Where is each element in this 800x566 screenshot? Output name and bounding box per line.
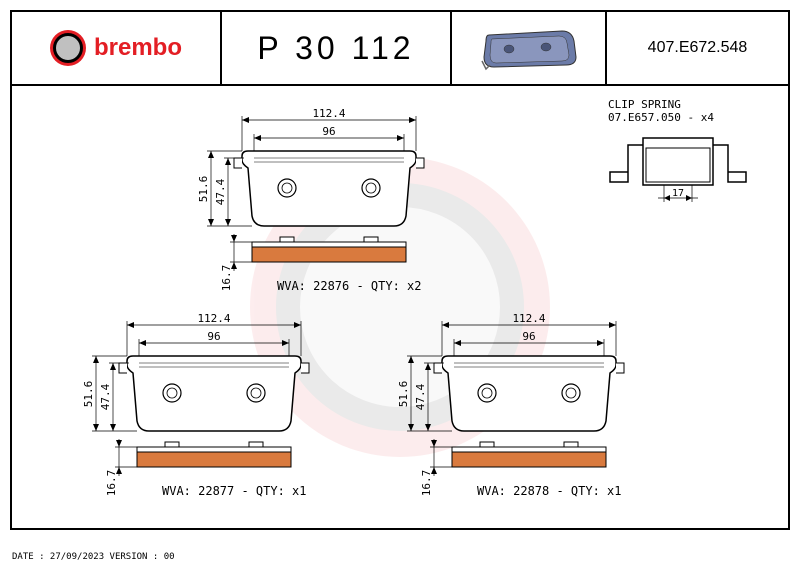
- svg-text:51.6: 51.6: [197, 176, 210, 203]
- product-image-section: [452, 12, 607, 84]
- clip-spring-drawing: 17: [608, 130, 758, 220]
- clip-dim-width: 17: [672, 188, 684, 199]
- svg-text:16.7: 16.7: [420, 470, 433, 497]
- svg-text:47.4: 47.4: [99, 383, 112, 410]
- svg-text:51.6: 51.6: [397, 381, 410, 408]
- svg-text:112.4: 112.4: [512, 312, 545, 325]
- logo-section: brembo: [12, 12, 222, 84]
- clip-spring-section: CLIP SPRING 07.E657.050 - x4 17: [608, 98, 778, 225]
- clip-spring-ref: 07.E657.050 - x4: [608, 111, 778, 124]
- svg-text:16.7: 16.7: [105, 470, 118, 497]
- svg-text:96: 96: [322, 125, 335, 138]
- svg-text:47.4: 47.4: [414, 383, 427, 410]
- svg-text:16.7: 16.7: [220, 265, 233, 292]
- ref-number-section: 407.E672.548: [607, 12, 788, 84]
- product-3d-icon: [474, 23, 584, 73]
- main-drawing-area: CLIP SPRING 07.E657.050 - x4 17: [12, 86, 788, 528]
- brake-pad-top: 112.4 96: [182, 106, 442, 311]
- brake-pad-left: 112.4 96 51.6: [67, 311, 327, 516]
- svg-text:112.4: 112.4: [197, 312, 230, 325]
- wva-left: WVA: 22877 - QTY: x1: [162, 484, 307, 498]
- ref-number: 407.E672.548: [648, 39, 748, 57]
- svg-text:51.6: 51.6: [82, 381, 95, 408]
- date-version: DATE : 27/09/2023 VERSION : 00: [12, 552, 175, 562]
- part-number: P 30 112: [257, 30, 414, 67]
- wva-top: WVA: 22876 - QTY: x2: [277, 279, 422, 293]
- pad-right-drawing: 112.4 96 51.6: [382, 311, 662, 511]
- pad-left-drawing: 112.4 96 51.6: [67, 311, 347, 511]
- brand-name: brembo: [94, 34, 182, 62]
- header: brembo P 30 112 407.E672.548: [12, 12, 788, 86]
- svg-text:112.4: 112.4: [312, 107, 345, 120]
- brembo-logo-icon: [50, 30, 86, 66]
- part-number-section: P 30 112: [222, 12, 452, 84]
- drawing-frame: brembo P 30 112 407.E672.548 CLIP SPRING: [10, 10, 790, 530]
- wva-right: WVA: 22878 - QTY: x1: [477, 484, 622, 498]
- svg-text:96: 96: [522, 330, 535, 343]
- clip-spring-title: CLIP SPRING: [608, 98, 778, 111]
- pad-top-drawing: 112.4 96: [182, 106, 462, 306]
- svg-text:96: 96: [207, 330, 220, 343]
- svg-text:47.4: 47.4: [214, 178, 227, 205]
- brake-pad-right: 112.4 96 51.6: [382, 311, 642, 516]
